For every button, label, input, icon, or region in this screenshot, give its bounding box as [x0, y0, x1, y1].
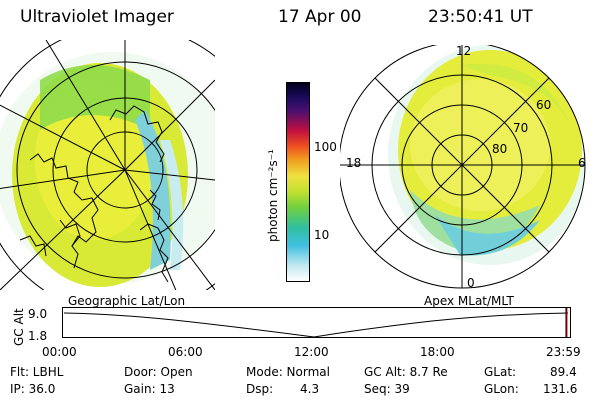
- door-label: Door: Open: [124, 365, 193, 379]
- gc-alt-label: GC Alt: 8.7 Re: [364, 365, 448, 379]
- colorbar-tick-100: 100: [314, 140, 337, 154]
- date-label: 17 Apr 00: [278, 7, 362, 27]
- app-title: Ultraviolet Imager: [20, 7, 174, 27]
- latlon-grid: [0, 40, 215, 290]
- time-tick-0000: 00:00: [42, 345, 77, 359]
- mlt-label-6: 6: [578, 156, 586, 170]
- gain-label: Gain: 13: [124, 382, 175, 396]
- polar-dayside: [460, 63, 570, 125]
- emission-green: [40, 65, 150, 130]
- geographic-map: [0, 40, 215, 290]
- lat-label-70: 70: [513, 121, 529, 135]
- filter-label: Flt: LBHL: [10, 365, 64, 379]
- colorbar-unit-label: photon cm⁻²s⁻¹: [266, 149, 280, 242]
- seq-label: Seq: 39: [364, 382, 410, 396]
- colorbar-tick-10: 10: [314, 228, 330, 242]
- ip-label: IP: 36.0: [10, 382, 56, 396]
- altitude-timeline[interactable]: [62, 307, 572, 339]
- glon-value: 131.6: [543, 382, 578, 396]
- apex-caption: Apex MLat/MLT: [424, 294, 514, 308]
- timeline-yaxis-label: GC Alt: [12, 308, 26, 346]
- mode-label: Mode: Normal: [246, 365, 330, 379]
- emission-cyan: [135, 110, 171, 270]
- coastlines: [19, 105, 169, 283]
- dsp-label: Dsp:: [246, 382, 274, 396]
- lat-label-60: 60: [536, 98, 552, 112]
- timeline-ytick-9: 9.0: [28, 307, 48, 321]
- mlt-label-12: 12: [456, 44, 472, 58]
- dsp-value: 4.3: [300, 382, 320, 396]
- time-tick-0600: 06:00: [168, 345, 203, 359]
- time-label: 23:50:41 UT: [428, 7, 533, 27]
- polar-plot: [340, 45, 586, 289]
- mlt-label-18: 18: [346, 156, 362, 170]
- timeline-ytick-1-8: 1.8: [28, 329, 48, 343]
- polar-oval-cyan: [435, 215, 540, 256]
- lat-label-80: 80: [492, 142, 508, 156]
- emission-edge: [160, 140, 184, 270]
- mlt-label-0: 0: [467, 276, 475, 290]
- glat-value: 89.4: [550, 365, 577, 379]
- glat-label: GLat:: [484, 365, 517, 379]
- time-tick-1800: 18:00: [420, 345, 455, 359]
- geo-caption: Geographic Lat/Lon: [68, 294, 186, 308]
- polar-grid: [340, 45, 586, 289]
- glon-label: GLon:: [484, 382, 519, 396]
- time-tick-2359: 23:59: [546, 345, 581, 359]
- colorbar: [286, 82, 310, 282]
- altitude-curve: [63, 312, 569, 338]
- polar-cap: [410, 79, 550, 211]
- time-tick-1200: 12:00: [294, 345, 329, 359]
